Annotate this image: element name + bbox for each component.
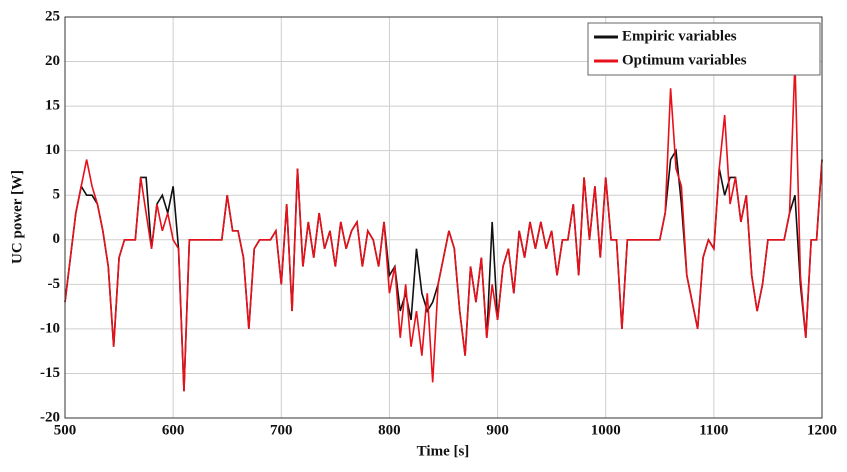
y-tick-label: -20 (40, 409, 60, 425)
legend-label: Empiric variables (622, 28, 737, 44)
x-tick-label: 1200 (807, 422, 837, 438)
legend-label: Optimum variables (622, 52, 747, 68)
x-tick-label: 600 (162, 422, 185, 438)
y-tick-label: 25 (45, 8, 60, 24)
y-tick-label: 0 (53, 231, 61, 247)
series-line (64, 61, 823, 392)
legend-box (587, 22, 821, 76)
x-tick-label: 500 (54, 422, 77, 438)
y-tick-label: 15 (45, 98, 60, 114)
y-tick-label: 10 (45, 142, 60, 158)
x-tick-label: 1100 (699, 422, 728, 438)
y-tick-label: -5 (48, 276, 61, 292)
y-tick-label: -15 (40, 365, 60, 381)
x-tick-label: 900 (486, 422, 509, 438)
plot-area (65, 17, 822, 418)
plot-border (64, 16, 823, 419)
x-tick-label: 700 (270, 422, 293, 438)
x-tick-label: 1000 (591, 422, 621, 438)
y-tick-label: 20 (45, 53, 60, 69)
x-axis-label: Time [s] (417, 443, 470, 459)
y-tick-label: 5 (53, 187, 61, 203)
y-axis-label: UC power [W] (9, 170, 25, 264)
x-tick-label: 800 (378, 422, 401, 438)
y-tick-label: -10 (40, 320, 60, 336)
